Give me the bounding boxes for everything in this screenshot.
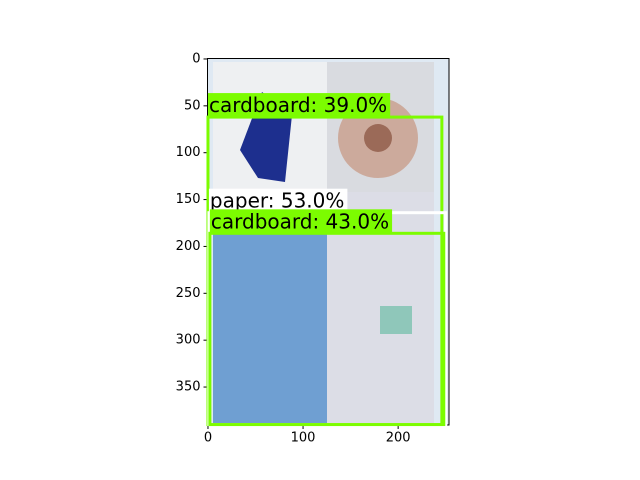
detection-label: cardboard: 43.0% xyxy=(211,209,389,233)
detection-label-background xyxy=(209,209,393,234)
y-tick-label: 350 xyxy=(176,380,201,395)
detection-label: cardboard: 39.0% xyxy=(209,93,387,117)
detection-label: paper: 53.0% xyxy=(210,189,344,213)
x-tick-label: 200 xyxy=(386,431,411,446)
y-tick-label: 250 xyxy=(176,286,201,301)
y-tick-label: 0 xyxy=(192,51,200,66)
y-tick-label: 200 xyxy=(176,239,201,254)
photo-object xyxy=(380,306,412,334)
y-tick-label: 150 xyxy=(176,192,201,207)
y-tick-label: 50 xyxy=(184,98,201,113)
x-tick-label: 0 xyxy=(204,431,212,446)
photo-object xyxy=(364,124,392,152)
detection-label-background xyxy=(208,188,348,213)
y-tick-label: 300 xyxy=(176,333,201,348)
y-tick-label: 100 xyxy=(176,145,201,160)
x-tick-label: 100 xyxy=(291,431,316,446)
detection-label-background xyxy=(207,93,391,118)
